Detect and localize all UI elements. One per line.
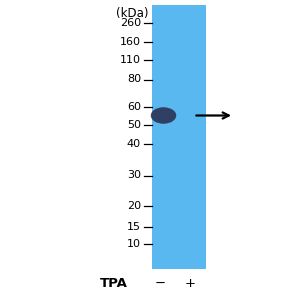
Text: −: −	[155, 277, 166, 290]
Text: 15: 15	[127, 221, 141, 232]
Text: TPA: TPA	[100, 277, 128, 290]
Text: 110: 110	[120, 55, 141, 65]
Text: 80: 80	[127, 74, 141, 85]
Text: 60: 60	[127, 101, 141, 112]
Text: 20: 20	[127, 200, 141, 211]
Text: 160: 160	[120, 37, 141, 47]
Text: 260: 260	[120, 17, 141, 28]
Text: +: +	[185, 277, 196, 290]
Text: 40: 40	[127, 139, 141, 149]
Ellipse shape	[151, 107, 176, 124]
Text: 10: 10	[127, 239, 141, 250]
Bar	[152, 4, 206, 268]
Text: (kDa): (kDa)	[116, 7, 148, 20]
Text: 50: 50	[127, 119, 141, 130]
Text: 30: 30	[127, 170, 141, 181]
